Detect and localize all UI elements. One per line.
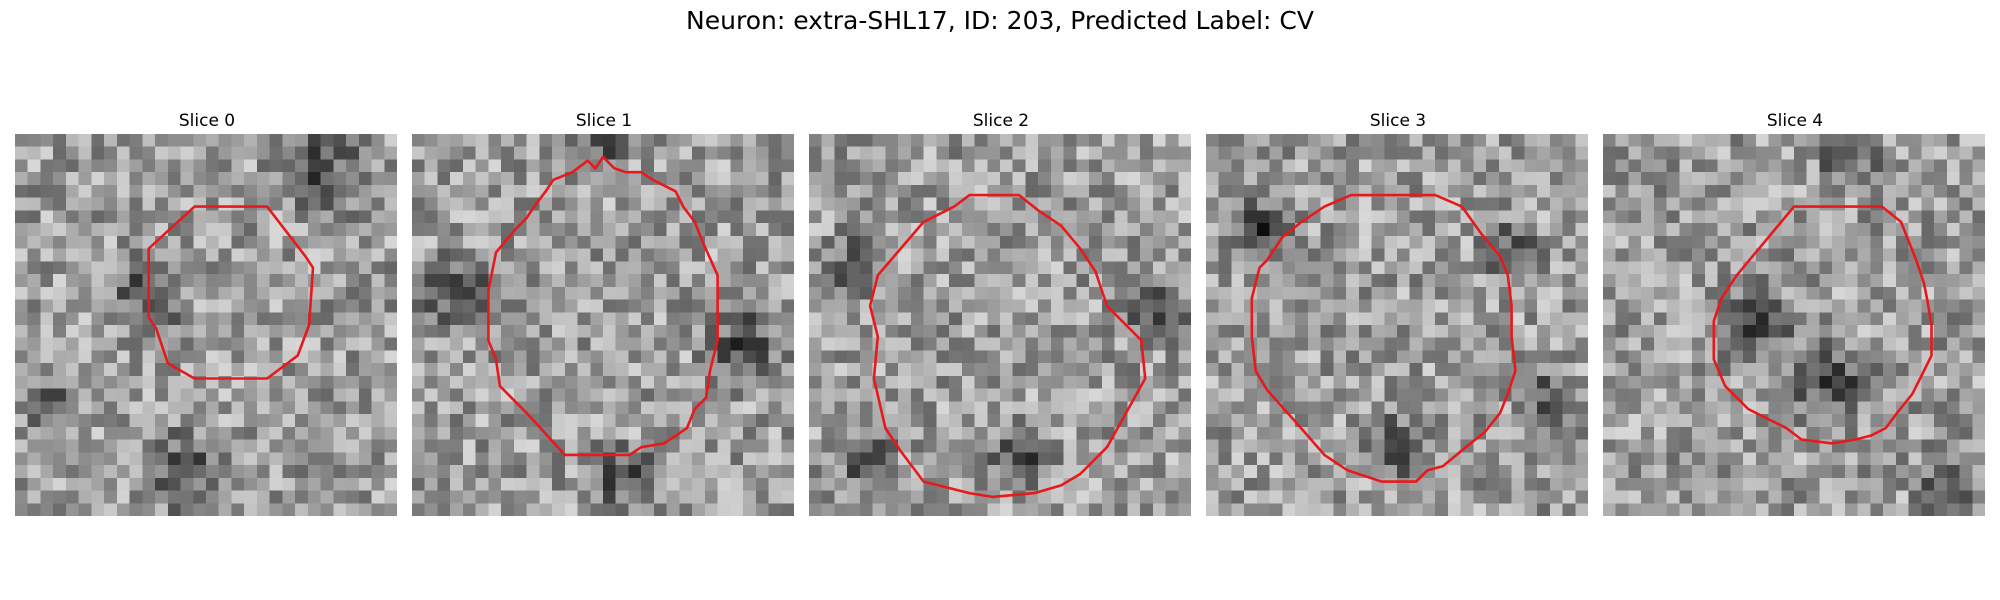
slice-title: Slice 2 xyxy=(972,111,1030,131)
slice-title: Slice 3 xyxy=(1369,111,1427,131)
segmentation-contour xyxy=(147,205,315,380)
slice-image xyxy=(412,134,794,516)
grayscale-pixels xyxy=(412,134,794,516)
slice-panel-1: Slice 1 xyxy=(412,108,796,516)
grayscale-pixels xyxy=(1206,134,1588,516)
slice-panel-2: Slice 2 xyxy=(809,108,1193,516)
figure-title: Neuron: extra-SHL17, ID: 203, Predicted … xyxy=(686,6,1314,35)
slice-image xyxy=(809,134,1191,516)
slice-panel-0: Slice 0 xyxy=(15,108,399,516)
segmentation-contour xyxy=(868,193,1147,499)
segmentation-contour xyxy=(1712,205,1933,445)
slice-image xyxy=(15,134,397,516)
grayscale-pixels xyxy=(15,134,397,516)
slice-title: Slice 1 xyxy=(575,111,633,131)
slice-image xyxy=(1603,134,1985,516)
segmentation-contour xyxy=(487,155,719,457)
slice-image xyxy=(1206,134,1588,516)
grayscale-pixels xyxy=(1603,134,1985,516)
slice-title: Slice 4 xyxy=(1766,111,1824,131)
grayscale-pixels xyxy=(809,134,1191,516)
slice-title: Slice 0 xyxy=(178,111,236,131)
slice-panel-3: Slice 3 xyxy=(1206,108,1590,516)
segmentation-contour xyxy=(1250,193,1517,483)
slice-panel-4: Slice 4 xyxy=(1603,108,1987,516)
